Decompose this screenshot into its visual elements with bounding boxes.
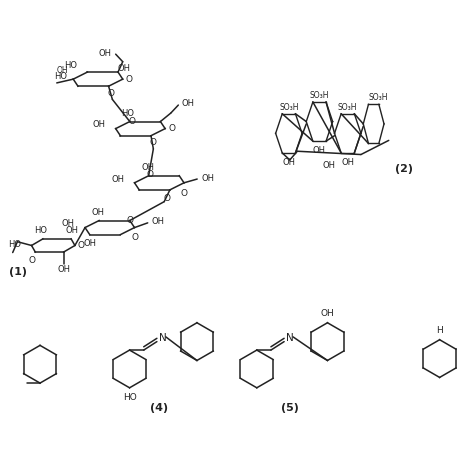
Text: OH: OH	[57, 265, 70, 274]
Text: O: O	[181, 189, 188, 198]
Text: O: O	[78, 241, 85, 250]
Text: O: O	[164, 194, 171, 203]
Text: HO: HO	[121, 109, 134, 118]
Text: OH: OH	[92, 120, 105, 129]
Text: SO₃H: SO₃H	[279, 103, 299, 112]
Text: HO: HO	[64, 61, 77, 70]
Text: O: O	[150, 138, 157, 147]
Text: OH: OH	[341, 158, 354, 167]
Text: OH: OH	[201, 173, 214, 182]
Text: N: N	[286, 333, 294, 343]
Text: O: O	[131, 233, 138, 242]
Text: OH: OH	[92, 208, 105, 217]
Text: OH: OH	[57, 66, 69, 75]
Text: HO: HO	[54, 72, 67, 81]
Text: OH: OH	[181, 99, 194, 108]
Text: OH: OH	[65, 226, 79, 235]
Text: OH: OH	[62, 219, 75, 228]
Text: OH: OH	[313, 146, 326, 155]
Text: OH: OH	[152, 218, 164, 227]
Text: O: O	[128, 117, 136, 126]
Text: OH: OH	[111, 174, 124, 183]
Text: O: O	[146, 170, 153, 179]
Text: SO₃H: SO₃H	[310, 91, 329, 100]
Text: OH: OH	[322, 161, 336, 170]
Text: OH: OH	[99, 49, 112, 58]
Text: HO: HO	[8, 240, 21, 249]
Text: HO: HO	[34, 226, 47, 235]
Text: (4): (4)	[150, 402, 168, 412]
Text: O: O	[168, 124, 175, 133]
Text: H: H	[436, 326, 443, 335]
Text: (5): (5)	[281, 402, 299, 412]
Text: OH: OH	[283, 158, 295, 167]
Text: (2): (2)	[395, 164, 413, 173]
Text: OH: OH	[83, 238, 96, 247]
Text: OH: OH	[117, 64, 130, 73]
Text: SO₃H: SO₃H	[369, 93, 388, 102]
Text: HO: HO	[123, 393, 137, 402]
Text: (1): (1)	[9, 267, 27, 277]
Text: O: O	[126, 216, 133, 225]
Text: O: O	[28, 256, 35, 265]
Text: OH: OH	[320, 309, 334, 318]
Text: SO₃H: SO₃H	[338, 103, 357, 112]
Text: O: O	[108, 89, 114, 98]
Text: N: N	[159, 333, 166, 343]
Text: OH: OH	[141, 163, 154, 172]
Text: O: O	[126, 74, 133, 83]
